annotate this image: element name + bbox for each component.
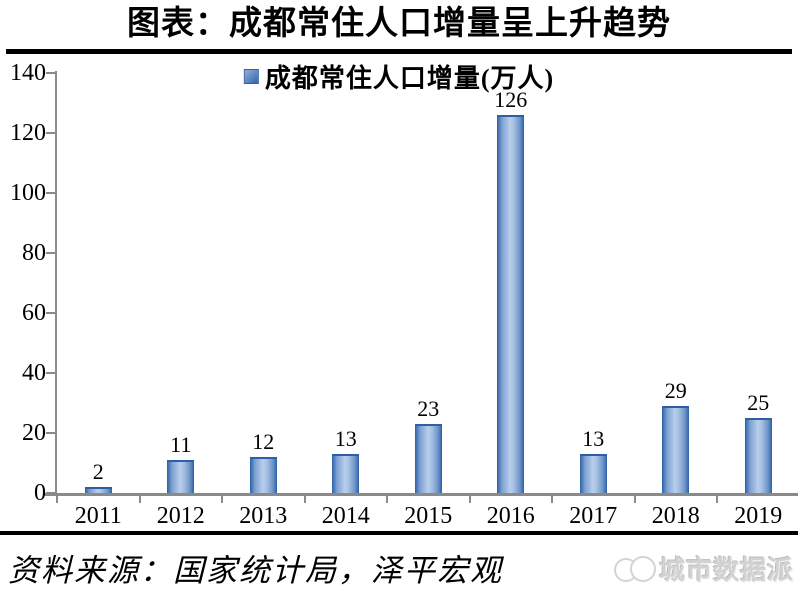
y-axis-tick-label: 0 [34,480,46,506]
bar-value-label: 12 [252,429,275,454]
x-category-label: 2016 [486,503,535,529]
bar-value-label: 126 [494,87,528,112]
x-axis-tick [386,493,388,503]
bar [579,454,607,493]
watermark-logo-icon [613,554,658,584]
y-axis-line [55,71,57,495]
y-axis-tick [46,372,55,374]
x-category-label: 2014 [321,503,370,529]
bar [249,457,277,493]
bar-value-label: 25 [747,390,770,415]
bottom-rule [0,531,798,535]
legend-swatch [243,69,259,84]
bar-value-label: 13 [582,426,605,451]
y-axis-tick [46,312,55,314]
x-category-label: 2013 [239,503,288,529]
x-axis-tick [551,493,553,503]
y-axis-tick-label: 40 [22,360,46,386]
y-axis-tick [46,432,55,434]
x-category-label: 2018 [651,503,700,529]
legend: 成都常住人口增量(万人) [243,58,555,95]
x-axis-tick [468,493,471,503]
x-category-label: 2017 [569,503,618,529]
x-axis-tick [138,493,141,503]
y-axis-tick-label: 20 [22,420,46,446]
y-axis-tick-label: 120 [10,120,46,146]
x-category-label: 2019 [734,503,783,529]
x-axis-tick [633,493,636,503]
y-axis-tick-label: 140 [10,60,46,86]
x-axis-tick [303,493,306,503]
x-category-label: 2015 [404,503,453,529]
bar [662,406,690,493]
y-axis-tick [46,192,55,194]
bar-value-label: 13 [334,426,357,451]
x-category-label: 2012 [156,503,205,529]
source-note: 资料来源：国家统计局，泽平宏观 [8,553,503,588]
y-axis-tick-label: 80 [22,240,46,266]
bar [497,115,525,493]
y-axis-tick-label: 60 [22,300,46,326]
y-axis-tick [46,72,55,74]
watermark: 城市数据派 [613,550,794,587]
bar [414,424,442,493]
x-axis-tick [716,493,718,503]
bar-value-label: 11 [170,432,192,457]
x-axis-tick [221,493,223,503]
title-rule [6,49,792,54]
bar [167,460,195,493]
y-axis-tick [46,132,55,134]
legend-label: 成都常住人口增量(万人) [264,64,555,93]
bar [84,487,112,493]
y-axis-tick-label: 100 [10,180,46,206]
y-axis-tick [46,492,55,494]
page-title: 图表：成都常住人口增量呈上升趋势 [127,6,671,42]
x-category-label: 2011 [74,503,122,529]
bar [744,418,772,493]
watermark-text: 城市数据派 [658,556,794,585]
x-axis-tick [56,493,58,503]
bar-value-label: 23 [417,396,440,421]
x-axis-line [44,493,798,496]
bar-value-label: 2 [92,459,104,484]
chart-area: 成都常住人口增量(万人) 0 20 40 60 80 100 120 140 2 2011 11 2… [10,58,798,529]
bar [332,454,360,493]
bar-value-label: 29 [664,378,687,403]
y-axis-tick [46,252,55,254]
